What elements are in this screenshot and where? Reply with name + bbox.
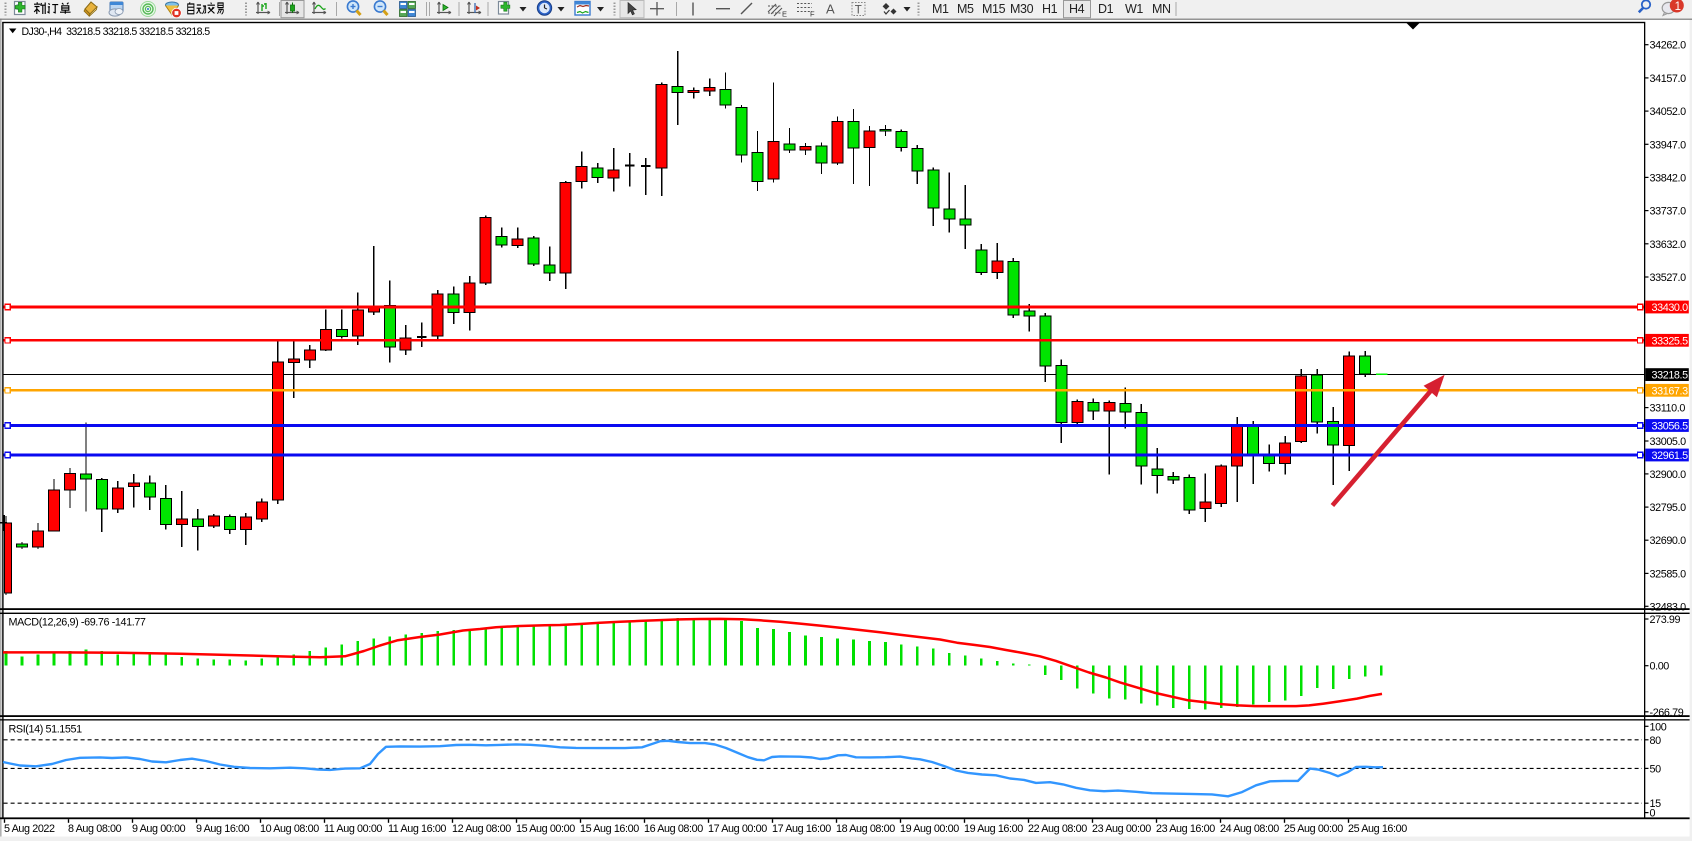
svg-text:A: A — [826, 2, 835, 17]
svg-text:19 Aug 00:00: 19 Aug 00:00 — [900, 823, 959, 835]
svg-text:33110.0: 33110.0 — [1650, 403, 1686, 415]
svg-text:1: 1 — [1675, 1, 1681, 13]
svg-text:E: E — [782, 10, 787, 19]
svg-text:33632.0: 33632.0 — [1650, 239, 1687, 251]
svg-text:H1: H1 — [1042, 2, 1058, 16]
svg-text:33325.5: 33325.5 — [1652, 335, 1689, 347]
svg-text:34052.0: 34052.0 — [1650, 106, 1687, 118]
svg-text:50: 50 — [1650, 763, 1662, 775]
svg-text:M15: M15 — [982, 2, 1006, 16]
svg-text:32585.0: 32585.0 — [1650, 568, 1687, 580]
svg-text:32795.0: 32795.0 — [1650, 502, 1687, 514]
svg-text:W1: W1 — [1125, 2, 1143, 16]
svg-text:H4: H4 — [1069, 2, 1085, 16]
svg-text:15: 15 — [1650, 798, 1662, 810]
svg-text:T: T — [855, 5, 862, 17]
svg-text:16 Aug 08:00: 16 Aug 08:00 — [644, 823, 703, 835]
svg-text:11 Aug 16:00: 11 Aug 16:00 — [388, 823, 446, 835]
svg-text:8 Aug 08:00: 8 Aug 08:00 — [68, 823, 122, 835]
svg-text:25 Aug 00:00: 25 Aug 00:00 — [1284, 823, 1343, 835]
svg-text:33218.5: 33218.5 — [1652, 370, 1689, 382]
svg-text:24 Aug 08:00: 24 Aug 08:00 — [1220, 823, 1279, 835]
svg-text:22 Aug 08:00: 22 Aug 08:00 — [1028, 823, 1087, 835]
svg-text:25 Aug 16:00: 25 Aug 16:00 — [1348, 823, 1407, 835]
svg-text:32900.0: 32900.0 — [1650, 469, 1687, 481]
svg-text:17 Aug 16:00: 17 Aug 16:00 — [772, 823, 831, 835]
svg-text:M1: M1 — [932, 2, 949, 16]
svg-text:12 Aug 08:00: 12 Aug 08:00 — [452, 823, 511, 835]
svg-text:MACD(12,26,9) -69.76 -141.77: MACD(12,26,9) -69.76 -141.77 — [9, 617, 146, 629]
svg-text:F: F — [810, 10, 815, 19]
svg-text:32961.5: 32961.5 — [1652, 450, 1689, 462]
svg-text:9 Aug 00:00: 9 Aug 00:00 — [132, 823, 186, 835]
svg-text:RSI(14) 51.1551: RSI(14) 51.1551 — [9, 724, 83, 736]
svg-text:33842.0: 33842.0 — [1650, 172, 1687, 184]
svg-text:19 Aug 16:00: 19 Aug 16:00 — [964, 823, 1023, 835]
svg-text:33430.0: 33430.0 — [1652, 302, 1689, 314]
svg-text:M30: M30 — [1010, 2, 1034, 16]
svg-text:33167.3: 33167.3 — [1652, 385, 1689, 397]
svg-text:80: 80 — [1650, 735, 1662, 747]
svg-text:23 Aug 00:00: 23 Aug 00:00 — [1092, 823, 1151, 835]
svg-text:D1: D1 — [1098, 2, 1114, 16]
svg-text:33947.0: 33947.0 — [1650, 139, 1687, 151]
svg-text:23 Aug 16:00: 23 Aug 16:00 — [1156, 823, 1215, 835]
svg-text:15 Aug 00:00: 15 Aug 00:00 — [516, 823, 575, 835]
svg-text:33527.0: 33527.0 — [1650, 272, 1687, 284]
svg-text:11 Aug 00:00: 11 Aug 00:00 — [324, 823, 382, 835]
svg-text:17 Aug 00:00: 17 Aug 00:00 — [708, 823, 767, 835]
svg-text:273.99: 273.99 — [1650, 614, 1681, 626]
svg-text:0: 0 — [1650, 808, 1656, 820]
svg-text:DJ30-,H4 33218.5 33218.5 3321: DJ30-,H4 33218.5 33218.5 33218.5 33218.5 — [22, 26, 211, 38]
svg-text:10 Aug 08:00: 10 Aug 08:00 — [260, 823, 319, 835]
svg-text:18 Aug 08:00: 18 Aug 08:00 — [836, 823, 895, 835]
svg-text:32483.0: 32483.0 — [1650, 601, 1687, 613]
svg-text:33056.5: 33056.5 — [1652, 421, 1689, 433]
svg-text:33737.0: 33737.0 — [1650, 206, 1687, 218]
svg-text:34262.0: 34262.0 — [1650, 40, 1687, 52]
svg-text:32690.0: 32690.0 — [1650, 535, 1687, 547]
svg-text:100: 100 — [1650, 721, 1667, 733]
svg-text:0.00: 0.00 — [1650, 661, 1670, 673]
svg-text:5 Aug 2022: 5 Aug 2022 — [4, 823, 55, 835]
svg-text:34157.0: 34157.0 — [1650, 73, 1687, 85]
svg-text:-266.79: -266.79 — [1650, 707, 1684, 719]
svg-text:9 Aug 16:00: 9 Aug 16:00 — [196, 823, 250, 835]
svg-text:15 Aug 16:00: 15 Aug 16:00 — [580, 823, 639, 835]
svg-text:33005.0: 33005.0 — [1650, 436, 1687, 448]
svg-text:MN: MN — [1152, 2, 1171, 16]
svg-text:M5: M5 — [957, 2, 974, 16]
